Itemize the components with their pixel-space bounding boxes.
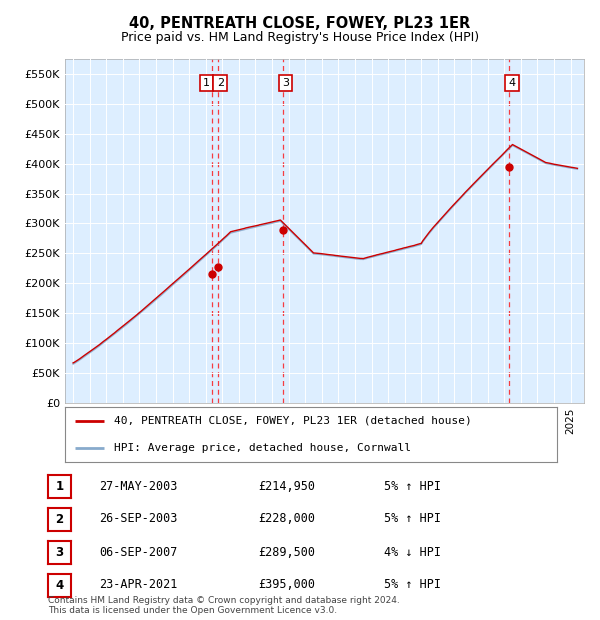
Text: 5% ↑ HPI: 5% ↑ HPI: [384, 578, 441, 591]
Text: 5% ↑ HPI: 5% ↑ HPI: [384, 479, 441, 492]
Text: 26-SEP-2003: 26-SEP-2003: [99, 513, 178, 526]
Text: 4: 4: [55, 579, 64, 592]
Text: 2: 2: [217, 78, 224, 88]
Text: 1: 1: [55, 480, 64, 493]
Text: 40, PENTREATH CLOSE, FOWEY, PL23 1ER (detached house): 40, PENTREATH CLOSE, FOWEY, PL23 1ER (de…: [114, 416, 472, 426]
Text: 5% ↑ HPI: 5% ↑ HPI: [384, 513, 441, 526]
Text: 23-APR-2021: 23-APR-2021: [99, 578, 178, 591]
Text: £289,500: £289,500: [258, 546, 315, 559]
Text: 2: 2: [55, 513, 64, 526]
Text: £395,000: £395,000: [258, 578, 315, 591]
Text: Contains HM Land Registry data © Crown copyright and database right 2024.
This d: Contains HM Land Registry data © Crown c…: [48, 596, 400, 615]
Text: £228,000: £228,000: [258, 513, 315, 526]
Text: 27-MAY-2003: 27-MAY-2003: [99, 479, 178, 492]
Text: 4: 4: [508, 78, 515, 88]
Text: Price paid vs. HM Land Registry's House Price Index (HPI): Price paid vs. HM Land Registry's House …: [121, 31, 479, 44]
Text: 3: 3: [282, 78, 289, 88]
Text: £214,950: £214,950: [258, 479, 315, 492]
Text: HPI: Average price, detached house, Cornwall: HPI: Average price, detached house, Corn…: [114, 443, 411, 453]
Text: 06-SEP-2007: 06-SEP-2007: [99, 546, 178, 559]
Text: 1: 1: [203, 78, 210, 88]
Text: 4% ↓ HPI: 4% ↓ HPI: [384, 546, 441, 559]
Text: 40, PENTREATH CLOSE, FOWEY, PL23 1ER: 40, PENTREATH CLOSE, FOWEY, PL23 1ER: [130, 16, 470, 30]
Text: 3: 3: [55, 546, 64, 559]
